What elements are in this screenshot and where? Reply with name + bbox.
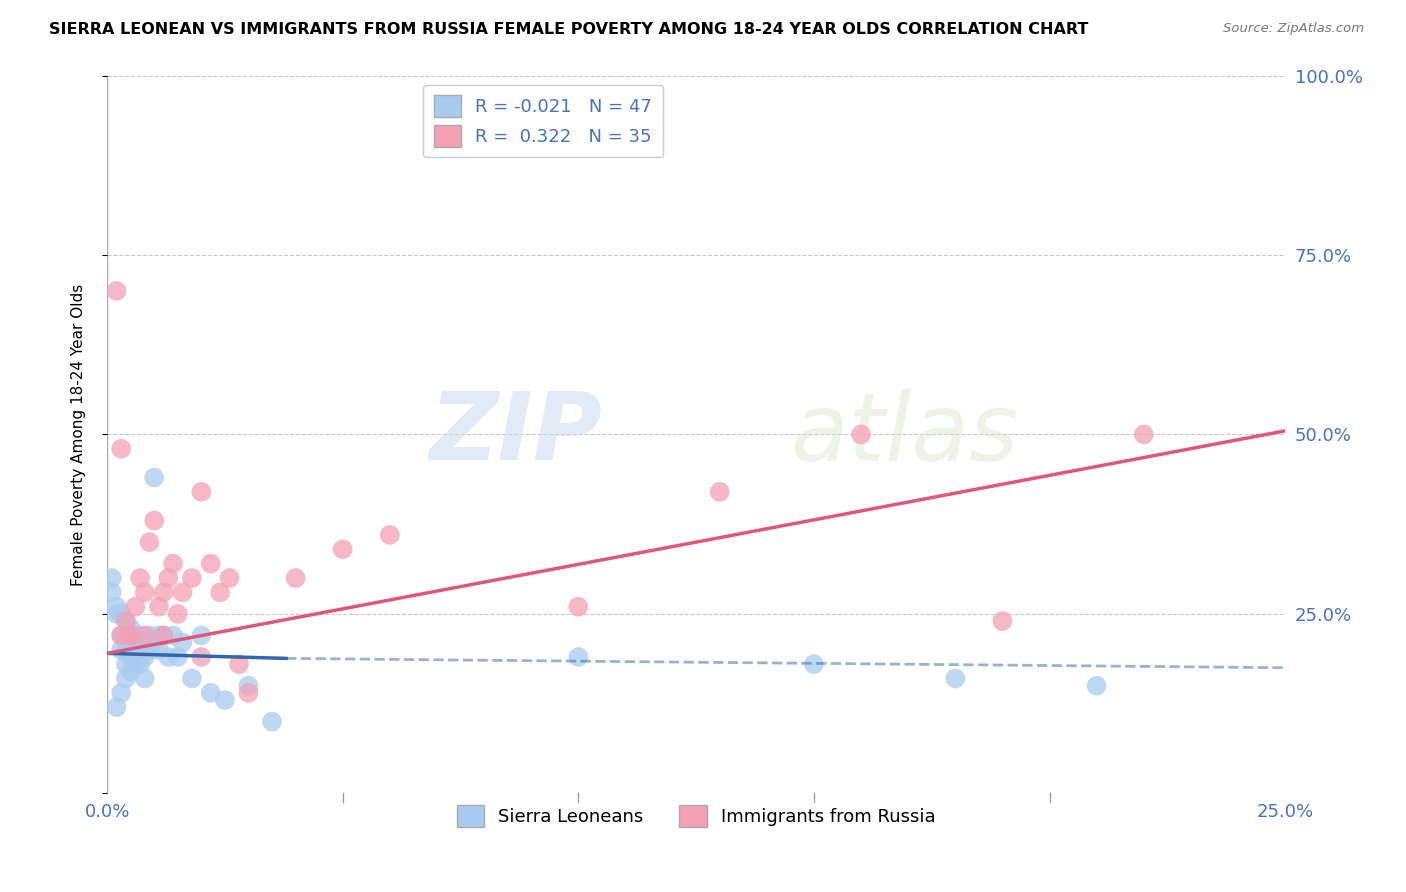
Point bbox=[172, 585, 194, 599]
Point bbox=[101, 571, 124, 585]
Point bbox=[991, 614, 1014, 628]
Point bbox=[138, 628, 160, 642]
Point bbox=[138, 535, 160, 549]
Point bbox=[110, 628, 132, 642]
Point bbox=[115, 614, 138, 628]
Point bbox=[180, 571, 202, 585]
Point bbox=[115, 657, 138, 672]
Point bbox=[378, 528, 401, 542]
Point bbox=[124, 599, 146, 614]
Point bbox=[120, 650, 142, 665]
Point bbox=[190, 628, 212, 642]
Point bbox=[110, 686, 132, 700]
Point bbox=[166, 650, 188, 665]
Point bbox=[124, 657, 146, 672]
Point bbox=[1133, 427, 1156, 442]
Point bbox=[129, 642, 152, 657]
Point bbox=[180, 672, 202, 686]
Point bbox=[148, 642, 170, 657]
Point bbox=[190, 484, 212, 499]
Point bbox=[238, 679, 260, 693]
Point bbox=[143, 514, 166, 528]
Point bbox=[1085, 679, 1108, 693]
Text: SIERRA LEONEAN VS IMMIGRANTS FROM RUSSIA FEMALE POVERTY AMONG 18-24 YEAR OLDS CO: SIERRA LEONEAN VS IMMIGRANTS FROM RUSSIA… bbox=[49, 22, 1088, 37]
Point bbox=[152, 628, 174, 642]
Point bbox=[200, 557, 222, 571]
Point bbox=[105, 700, 128, 714]
Point bbox=[129, 628, 152, 642]
Point bbox=[567, 599, 589, 614]
Y-axis label: Female Poverty Among 18-24 Year Olds: Female Poverty Among 18-24 Year Olds bbox=[72, 284, 86, 585]
Point bbox=[105, 284, 128, 298]
Point bbox=[129, 657, 152, 672]
Point bbox=[190, 650, 212, 665]
Point bbox=[209, 585, 232, 599]
Point bbox=[218, 571, 240, 585]
Point bbox=[200, 686, 222, 700]
Point bbox=[943, 672, 966, 686]
Point bbox=[129, 571, 152, 585]
Point bbox=[120, 635, 142, 649]
Point bbox=[115, 628, 138, 642]
Point bbox=[152, 628, 174, 642]
Point bbox=[260, 714, 283, 729]
Point bbox=[134, 650, 156, 665]
Point bbox=[157, 571, 180, 585]
Point bbox=[120, 665, 142, 679]
Point bbox=[332, 542, 354, 557]
Point bbox=[143, 635, 166, 649]
Point bbox=[214, 693, 236, 707]
Point bbox=[567, 650, 589, 665]
Point bbox=[110, 442, 132, 456]
Point bbox=[105, 607, 128, 621]
Point bbox=[124, 628, 146, 642]
Point bbox=[120, 628, 142, 642]
Point bbox=[134, 585, 156, 599]
Point bbox=[115, 614, 138, 628]
Point bbox=[148, 599, 170, 614]
Point bbox=[115, 642, 138, 657]
Point bbox=[166, 607, 188, 621]
Point bbox=[849, 427, 872, 442]
Point bbox=[101, 585, 124, 599]
Point bbox=[124, 642, 146, 657]
Text: ZIP: ZIP bbox=[429, 388, 602, 481]
Point bbox=[148, 628, 170, 642]
Point bbox=[110, 628, 132, 642]
Point bbox=[228, 657, 250, 672]
Point bbox=[172, 635, 194, 649]
Point bbox=[803, 657, 825, 672]
Point bbox=[162, 557, 184, 571]
Point bbox=[152, 585, 174, 599]
Legend: Sierra Leoneans, Immigrants from Russia: Sierra Leoneans, Immigrants from Russia bbox=[450, 798, 943, 835]
Point bbox=[120, 628, 142, 642]
Point bbox=[238, 686, 260, 700]
Point bbox=[105, 599, 128, 614]
Text: Source: ZipAtlas.com: Source: ZipAtlas.com bbox=[1223, 22, 1364, 36]
Point bbox=[709, 484, 731, 499]
Point bbox=[143, 470, 166, 484]
Point bbox=[115, 672, 138, 686]
Point bbox=[110, 607, 132, 621]
Point bbox=[134, 628, 156, 642]
Text: atlas: atlas bbox=[790, 389, 1018, 480]
Point bbox=[157, 650, 180, 665]
Point bbox=[284, 571, 307, 585]
Point bbox=[120, 621, 142, 635]
Point bbox=[110, 642, 132, 657]
Point bbox=[162, 628, 184, 642]
Point bbox=[134, 672, 156, 686]
Point bbox=[138, 642, 160, 657]
